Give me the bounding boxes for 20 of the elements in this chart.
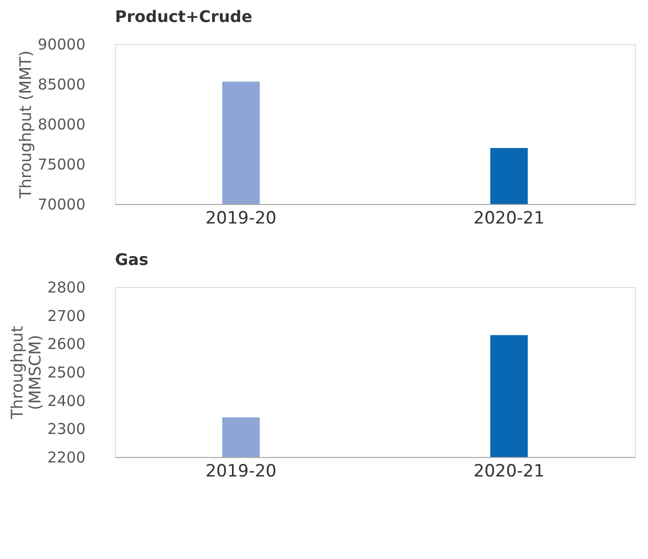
x-tick-label: 2020-21 [474,462,545,482]
chart-title: Gas [115,250,148,269]
y-axis-title: Throughput (MMT) [16,50,35,200]
y-tick-label: 70000 [38,196,86,214]
y-tick-label: 2500 [47,364,86,382]
y-tick-label: 2200 [47,448,86,466]
x-tick-label: 2019-20 [205,208,276,228]
y-tick-label: 80000 [38,116,86,134]
y-tick-label: 2800 [47,278,86,296]
y-axis-title: Throughput (MMSCM) [7,326,44,420]
y-tick-label: 2700 [47,306,86,325]
y-tick-label: 2400 [47,392,86,410]
y-tick-label: 90000 [38,36,86,54]
y-tick-label: 85000 [38,76,86,94]
y-tick-label: 2300 [47,420,86,438]
y-tick-label: 2600 [47,335,86,354]
y-tick-label: 75000 [38,156,86,174]
x-tick-label: 2019-20 [205,462,276,482]
chart-title: Product+Crude [115,7,252,26]
x-tick-label: 2020-21 [474,208,545,228]
